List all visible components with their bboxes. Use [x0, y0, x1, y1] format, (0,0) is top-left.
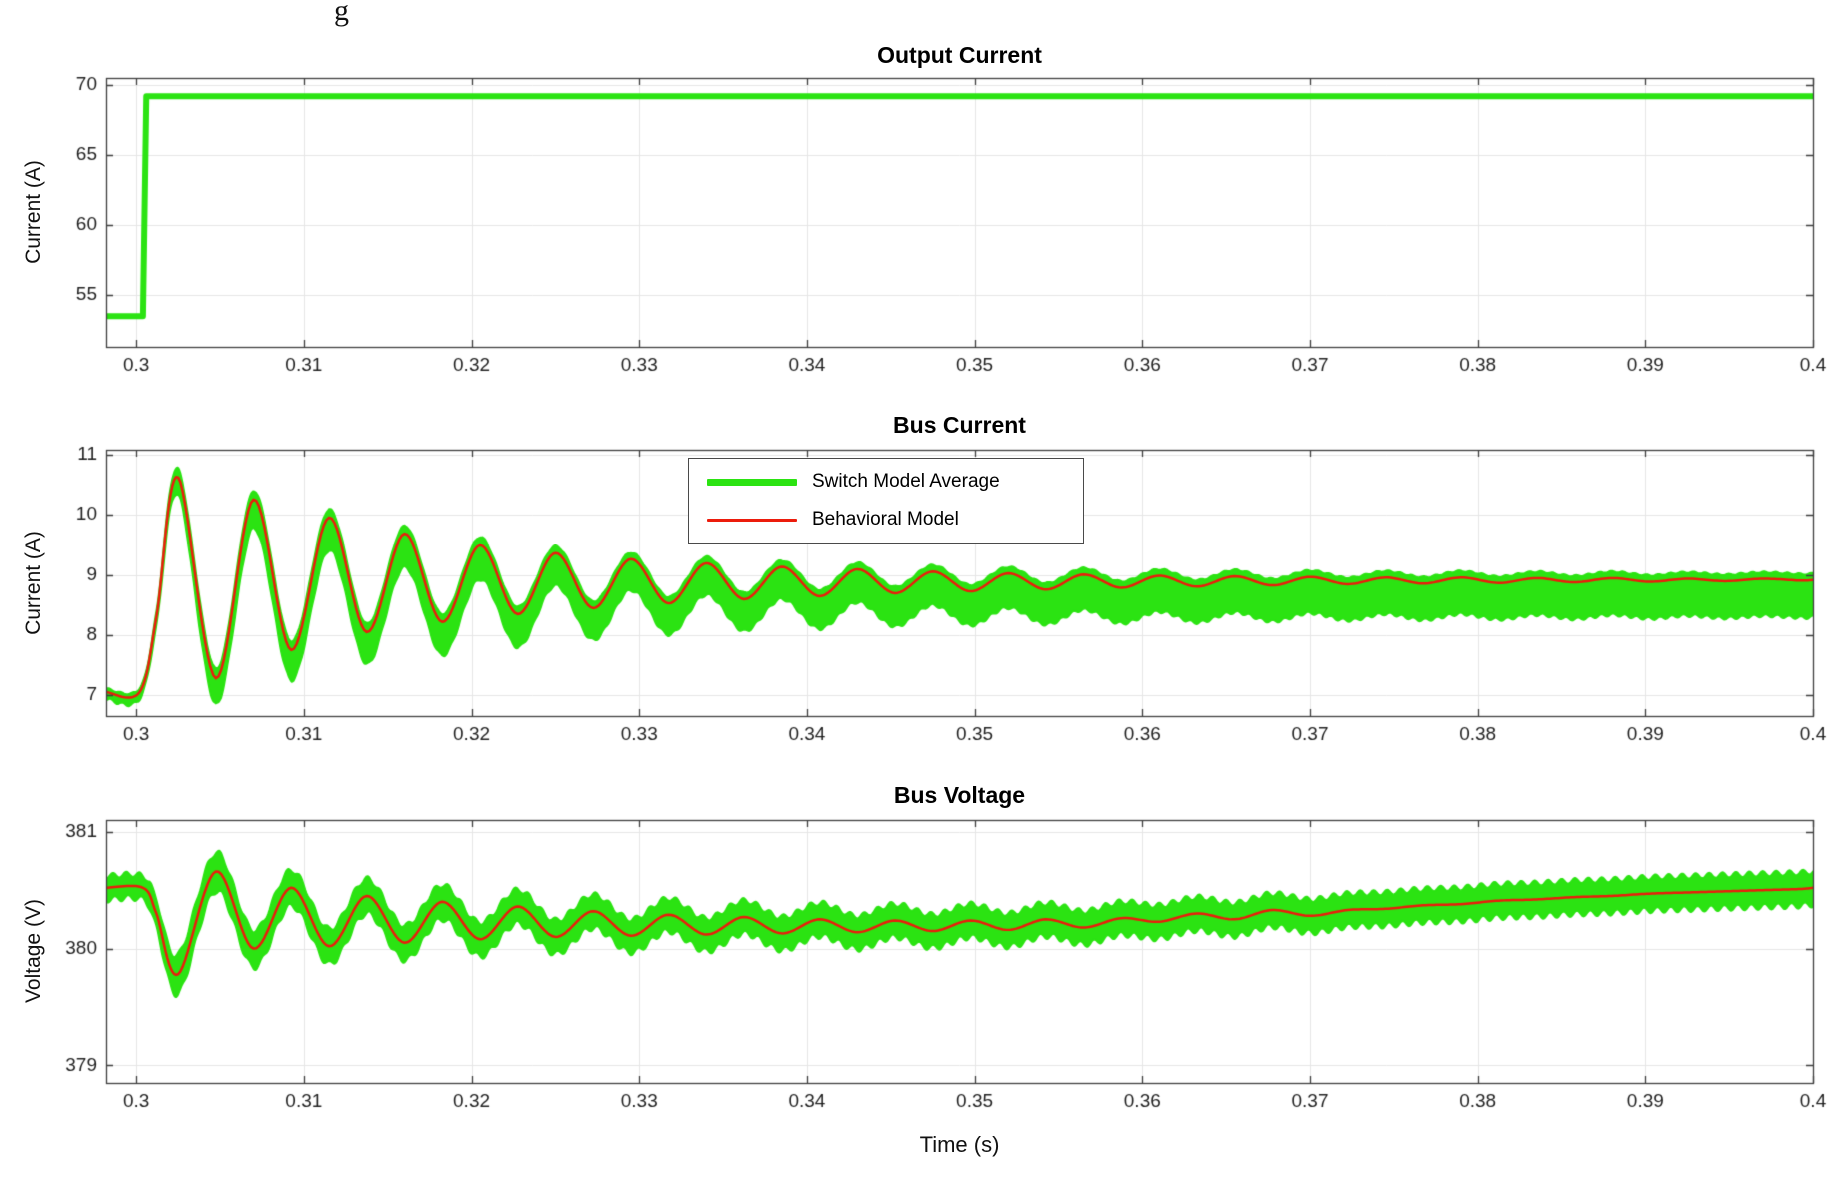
legend: Switch Model Average Behavioral Model — [688, 458, 1084, 544]
legend-entry-behavioral: Behavioral Model — [707, 509, 1065, 531]
x-axis-label-time: Time (s) — [919, 1132, 1000, 1157]
legend-sample-green — [707, 478, 797, 486]
legend-line-red-icon — [707, 518, 797, 522]
legend-label-behavioral: Behavioral Model — [812, 509, 959, 530]
legend-line-green-icon — [707, 478, 797, 486]
y-axis-label-output-current: Current (A) — [22, 160, 45, 264]
y-axis-label-bus-current: Current (A) — [22, 531, 45, 635]
y-axis-label-bus-voltage: Voltage (V) — [22, 899, 45, 1003]
legend-sample-red — [707, 518, 797, 522]
legend-label-switch-model: Switch Model Average — [812, 471, 1000, 492]
legend-entry-switch-model: Switch Model Average — [707, 471, 1065, 493]
bus-voltage-title: Bus Voltage — [893, 782, 1026, 808]
bus-current-title: Bus Current — [893, 412, 1026, 438]
output-current-title: Output Current — [877, 42, 1042, 68]
cropped-text-artifact: g — [334, 0, 349, 27]
